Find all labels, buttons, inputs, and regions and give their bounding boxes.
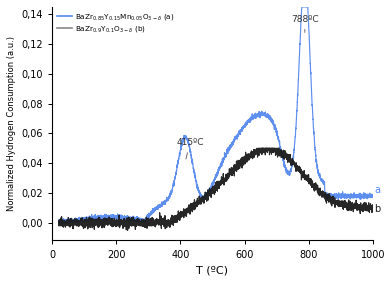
Y-axis label: Normalized Hydrogen Consumption (a.u.): Normalized Hydrogen Consumption (a.u.) [7, 36, 16, 211]
Legend: BaZr$_{0.85}$Y$_{0.15}$Mn$_{0.05}$O$_{3-\delta}$ (a), BaZr$_{0.9}$Y$_{0.1}$O$_{3: BaZr$_{0.85}$Y$_{0.15}$Mn$_{0.05}$O$_{3-… [56, 10, 176, 36]
Text: 415ºC: 415ºC [176, 138, 204, 159]
Text: b: b [374, 204, 381, 214]
Text: a: a [374, 185, 380, 195]
Text: 788ºC: 788ºC [291, 15, 319, 32]
X-axis label: T (ºC): T (ºC) [196, 265, 229, 275]
